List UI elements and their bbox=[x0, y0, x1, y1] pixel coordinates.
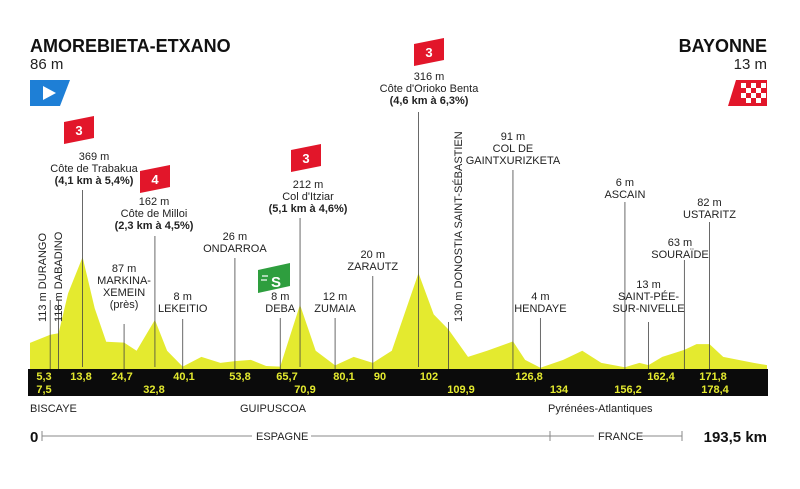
place-label: 26 m bbox=[223, 231, 247, 243]
profile-fill bbox=[30, 257, 767, 369]
km-mark-top: 80,1 bbox=[333, 371, 354, 383]
climb-category-badge-icon: 3 bbox=[64, 116, 94, 144]
km-mark-top: 162,4 bbox=[647, 371, 675, 383]
place-label: 8 m bbox=[271, 291, 289, 303]
region-biscaye: BISCAYE bbox=[30, 403, 77, 415]
place-label: 6 m bbox=[616, 177, 634, 189]
place-label: ASCAIN bbox=[604, 189, 645, 201]
km-mark-top: 5,3 bbox=[36, 371, 51, 383]
place-label: GAINTXURIZKETA bbox=[466, 155, 561, 167]
km-mark-top: 65,7 bbox=[276, 371, 297, 383]
place-label: 12 m bbox=[323, 291, 347, 303]
place-labels: 113 m DURANGO 118 m DABADINO 87 mMARKINA-X… bbox=[37, 131, 736, 322]
sprint-icon: S bbox=[258, 263, 290, 293]
place-label: 91 m bbox=[501, 131, 525, 143]
climb-detail: (2,3 km à 4,5%) bbox=[115, 220, 194, 232]
km-mark-bottom: 178,4 bbox=[701, 384, 729, 396]
start-alt: 86 m bbox=[30, 56, 63, 73]
km-bar bbox=[28, 369, 768, 396]
km-mark-bottom: 70,9 bbox=[294, 384, 315, 396]
place-label: COL DE bbox=[493, 143, 534, 155]
climb-name: Col d'Itziar bbox=[282, 191, 334, 203]
place-label: SOURAÏDE bbox=[651, 249, 708, 261]
km-mark-bottom: 32,8 bbox=[143, 384, 164, 396]
climb-category-badge-icon: 3 bbox=[291, 144, 321, 172]
km-mark-top: 53,8 bbox=[229, 371, 250, 383]
profile-area bbox=[30, 257, 767, 369]
finish-flag-icon bbox=[728, 80, 767, 106]
km-mark-top: 24,7 bbox=[111, 371, 132, 383]
start-flag-icon bbox=[30, 80, 70, 106]
start-name: AMOREBIETA-ETXANO bbox=[30, 36, 231, 56]
finish-alt: 13 m bbox=[734, 56, 767, 73]
place-label: USTARITZ bbox=[683, 209, 736, 221]
climb-detail: (5,1 km à 4,6%) bbox=[269, 203, 348, 215]
climb-alt: 369 m bbox=[79, 151, 110, 163]
place-label: ONDARROA bbox=[203, 243, 267, 255]
place-label: SUR-NIVELLE bbox=[612, 303, 684, 315]
km-mark-bottom: 134 bbox=[550, 384, 569, 396]
place-label-vertical: 113 m DURANGO bbox=[37, 233, 49, 322]
country-france: FRANCE bbox=[598, 431, 643, 443]
leader-lines bbox=[49, 170, 710, 369]
place-label: XEMEIN bbox=[103, 287, 145, 299]
region-pyrenees: Pyrénées-Atlantiques bbox=[548, 403, 653, 415]
place-label: 87 m bbox=[112, 263, 136, 275]
place-label: 4 m bbox=[531, 291, 549, 303]
km-marks-top: 5,3 13,8 24,7 40,1 53,8 65,7 80,1 90 102 126,8 162… bbox=[36, 371, 726, 383]
km-mark-top: 40,1 bbox=[173, 371, 194, 383]
place-label-vertical: 130 m DONOSTIA SAINT-SÉBASTIEN bbox=[452, 131, 465, 322]
distance-start: 0 bbox=[30, 429, 38, 446]
climb-alt: 212 m bbox=[293, 179, 324, 191]
place-label: LEKEITIO bbox=[158, 303, 208, 315]
climb-alt: 162 m bbox=[139, 196, 170, 208]
svg-text:S: S bbox=[271, 274, 281, 291]
km-mark-top: 126,8 bbox=[515, 371, 543, 383]
place-label: ZARAUTZ bbox=[347, 261, 398, 273]
climb-detail: (4,1 km à 5,4%) bbox=[55, 175, 134, 187]
climb-category: 4 bbox=[151, 172, 159, 187]
climb-name: Côte de Milloi bbox=[121, 208, 188, 220]
place-label: 82 m bbox=[697, 197, 721, 209]
km-mark-top: 171,8 bbox=[699, 371, 727, 383]
place-label: 8 m bbox=[174, 291, 192, 303]
km-mark-top: 13,8 bbox=[70, 371, 91, 383]
place-label: 20 m bbox=[361, 249, 385, 261]
climb-detail: (4,6 km à 6,3%) bbox=[390, 95, 469, 107]
finish-name: BAYONNE bbox=[679, 36, 767, 56]
region-guipuscoa: GUIPUSCOA bbox=[240, 403, 307, 415]
km-mark-bottom: 7,5 bbox=[36, 384, 51, 396]
km-marks-bottom: 7,5 32,8 70,9 109,9 134 156,2 178,4 bbox=[36, 384, 729, 396]
climb-alt: 316 m bbox=[414, 71, 445, 83]
country-espagne: ESPAGNE bbox=[256, 431, 308, 443]
km-mark-top: 90 bbox=[374, 371, 386, 383]
climb-category: 3 bbox=[302, 151, 309, 166]
place-label: SAINT-PÉE- bbox=[618, 290, 679, 303]
place-label: ZUMAIA bbox=[314, 303, 356, 315]
km-mark-bottom: 109,9 bbox=[447, 384, 475, 396]
place-label: (près) bbox=[110, 299, 139, 311]
climb-category: 3 bbox=[75, 123, 82, 138]
place-label: DEBA bbox=[265, 303, 296, 315]
distance-total: 193,5 km bbox=[704, 429, 767, 446]
place-label: 63 m bbox=[668, 237, 692, 249]
km-mark-bottom: 156,2 bbox=[614, 384, 642, 396]
km-mark-top: 102 bbox=[420, 371, 438, 383]
place-label: 13 m bbox=[636, 279, 660, 291]
climb-category-badge-icon: 4 bbox=[140, 165, 170, 193]
climb-name: Côte d'Orioko Benta bbox=[380, 83, 480, 95]
climb-category: 3 bbox=[425, 45, 432, 60]
place-label: HENDAYE bbox=[514, 303, 566, 315]
place-label: MARKINA- bbox=[97, 275, 151, 287]
climb-name: Côte de Trabakua bbox=[50, 163, 138, 175]
climb-category-badge-icon: 3 bbox=[414, 38, 444, 66]
place-label-vertical: 118 m DABADINO bbox=[53, 231, 65, 322]
